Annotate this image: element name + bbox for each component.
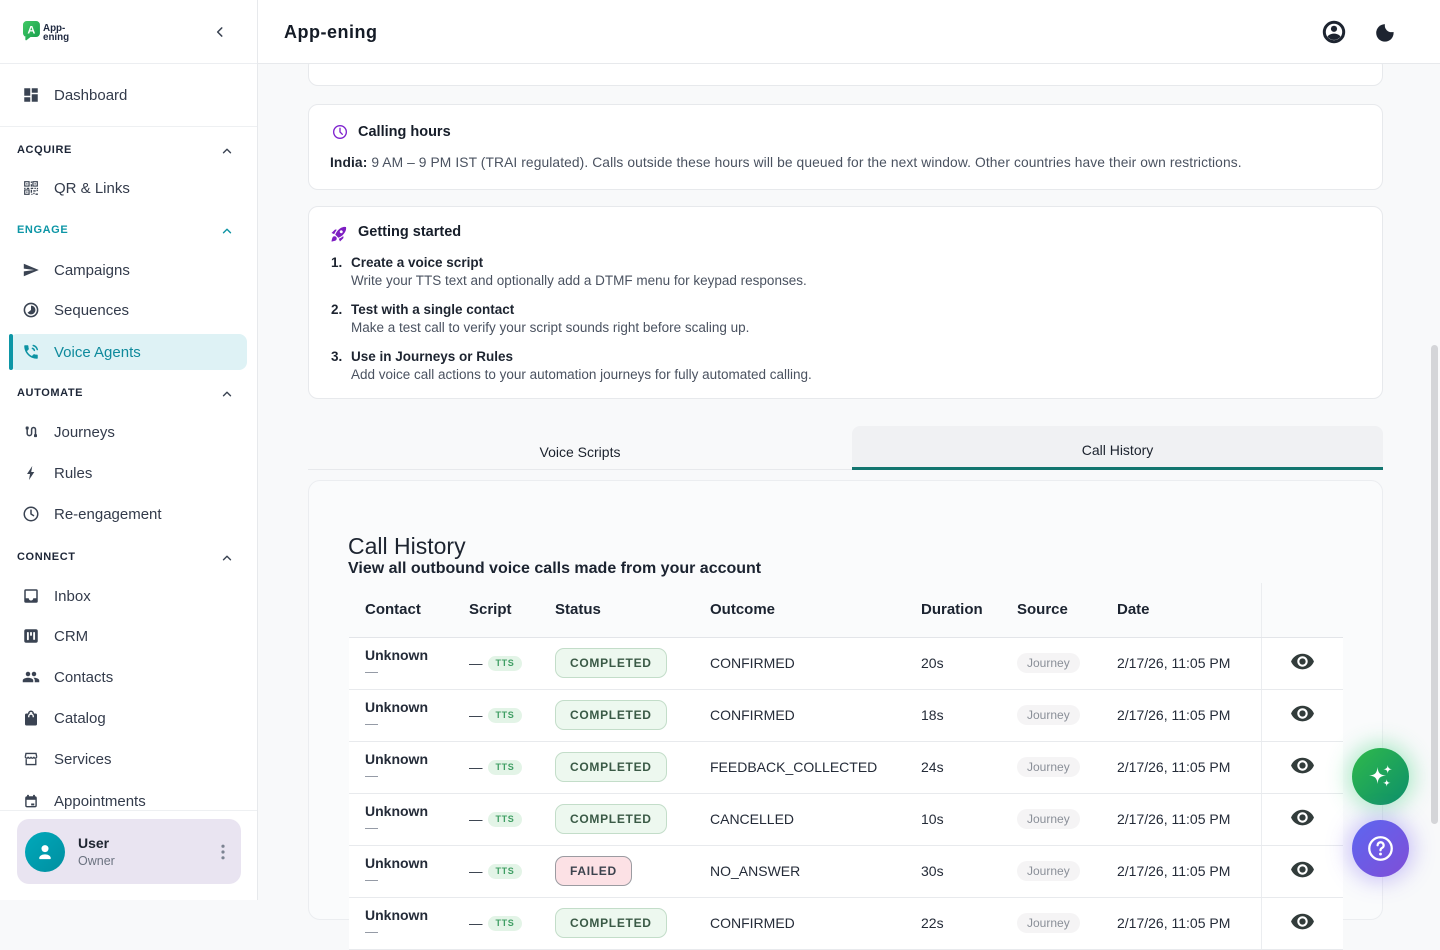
svg-text:A: A	[27, 25, 35, 37]
